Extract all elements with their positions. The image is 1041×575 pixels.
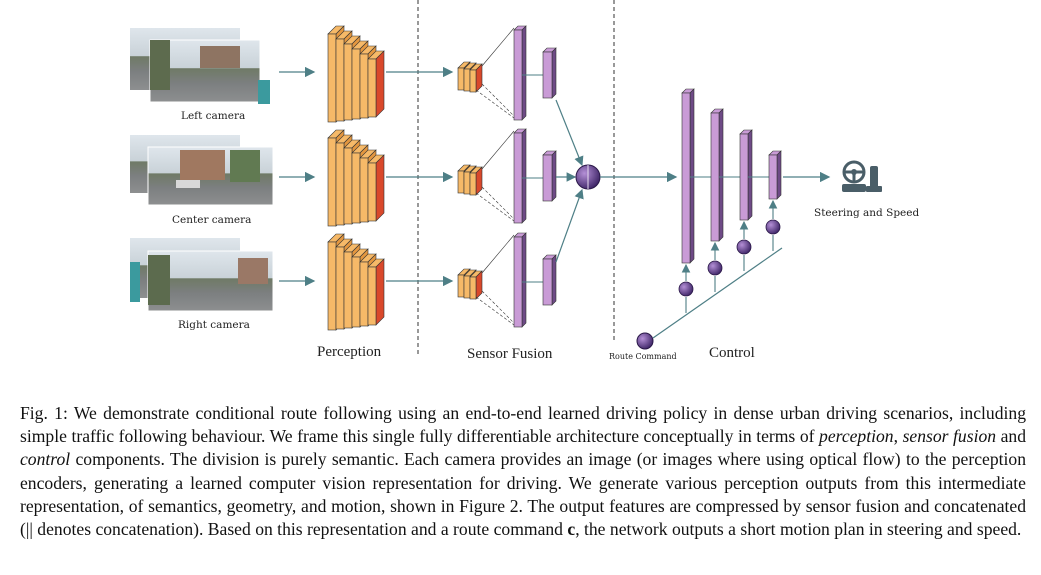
- caption-text-suffix: , the network outputs a short motion pla…: [575, 519, 1022, 540]
- left-camera-label: Left camera: [181, 110, 246, 122]
- perception-layer: [367, 154, 385, 222]
- caption-text-middle: components. The division is purely seman…: [20, 449, 1026, 540]
- control-layer: [681, 88, 695, 264]
- fusion-compressed-layer: [542, 47, 557, 99]
- route-command-label: Route Command: [609, 352, 677, 361]
- architecture-figure: Left camera Center camera Right camera P…: [130, 0, 920, 362]
- caption-term-perception: perception: [819, 426, 894, 447]
- right-camera-image: [130, 238, 274, 312]
- control-stage-label: Control: [709, 345, 755, 361]
- control-layer: [768, 150, 782, 200]
- perception-encoder-center: [327, 129, 385, 227]
- caption-route-command-symbol: c: [567, 519, 576, 540]
- left-camera-image: [130, 28, 270, 104]
- control-layer: [710, 108, 724, 242]
- fusion-encoder-right: [457, 232, 557, 328]
- control-layer: [739, 129, 753, 221]
- fusion-input-layer: [469, 63, 483, 93]
- caption-separator-1: ,: [893, 426, 903, 447]
- fusion-feature-layer: [513, 25, 527, 121]
- steering-wheel-and-pedal-icon: [842, 160, 882, 192]
- sensor-fusion-stage-label: Sensor Fusion: [467, 346, 553, 362]
- figure-caption: Fig. 1: We demonstrate conditional route…: [20, 402, 1026, 541]
- control-concat-node: [765, 219, 781, 235]
- caption-text-prefix: Fig. 1: We demonstrate conditional route…: [20, 403, 1026, 447]
- fusion-compressed-layer: [542, 150, 557, 202]
- control-concat-node: [707, 260, 723, 276]
- perception-encoder-left: [327, 25, 385, 123]
- control-concat-node: [736, 239, 752, 255]
- fusion-input-layer: [469, 166, 483, 196]
- fusion-encoder-center: [457, 128, 557, 224]
- route-command-node: [636, 332, 654, 350]
- fusion-feature-layer: [513, 232, 527, 328]
- caption-term-control: control: [20, 449, 71, 470]
- fusion-compressed-layer: [542, 254, 557, 306]
- center-camera-image: [130, 135, 274, 206]
- output-label: Steering and Speed: [814, 207, 920, 219]
- perception-layer: [367, 50, 385, 118]
- caption-separator-2: and: [996, 426, 1027, 447]
- architecture-diagram: [130, 0, 882, 355]
- center-camera-label: Center camera: [172, 214, 252, 226]
- fusion-feature-layer: [513, 128, 527, 224]
- perception-stage-label: Perception: [317, 344, 382, 360]
- control-concat-node: [678, 281, 694, 297]
- perception-layer: [367, 258, 385, 326]
- route-command-line: [652, 247, 783, 339]
- right-camera-label: Right camera: [178, 319, 250, 331]
- caption-term-sensor-fusion: sensor fusion: [902, 426, 997, 447]
- perception-encoder-right: [327, 233, 385, 331]
- fusion-input-layer: [469, 270, 483, 300]
- control-network: [678, 88, 782, 313]
- fusion-encoder-left: [457, 25, 557, 121]
